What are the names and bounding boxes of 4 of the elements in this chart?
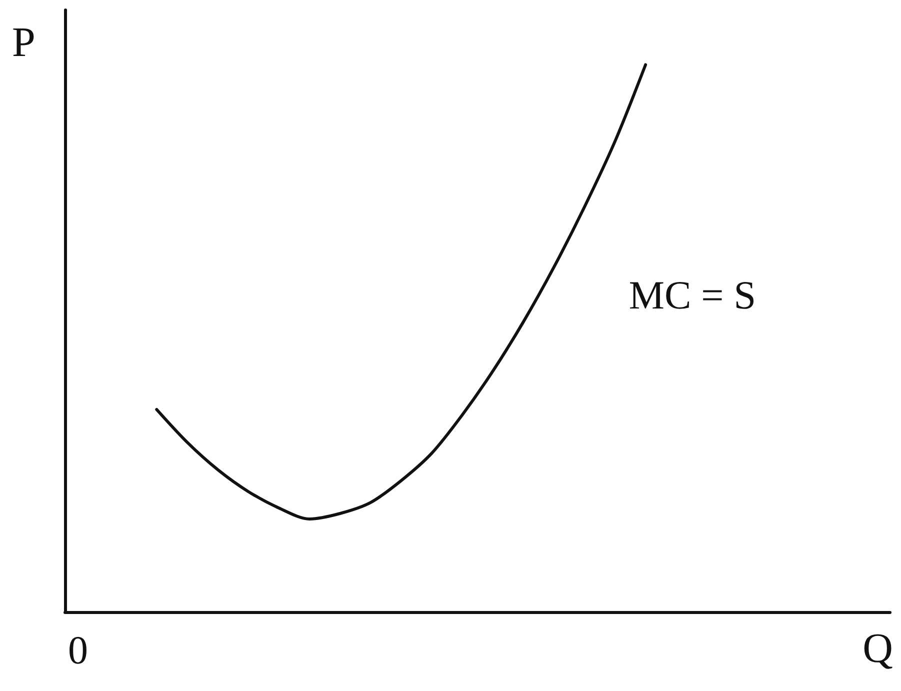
y-axis-title: P bbox=[12, 20, 36, 66]
x-axis-title: Q bbox=[862, 626, 894, 672]
series-label: MC = S bbox=[628, 272, 756, 318]
text: 0 bbox=[68, 628, 88, 672]
